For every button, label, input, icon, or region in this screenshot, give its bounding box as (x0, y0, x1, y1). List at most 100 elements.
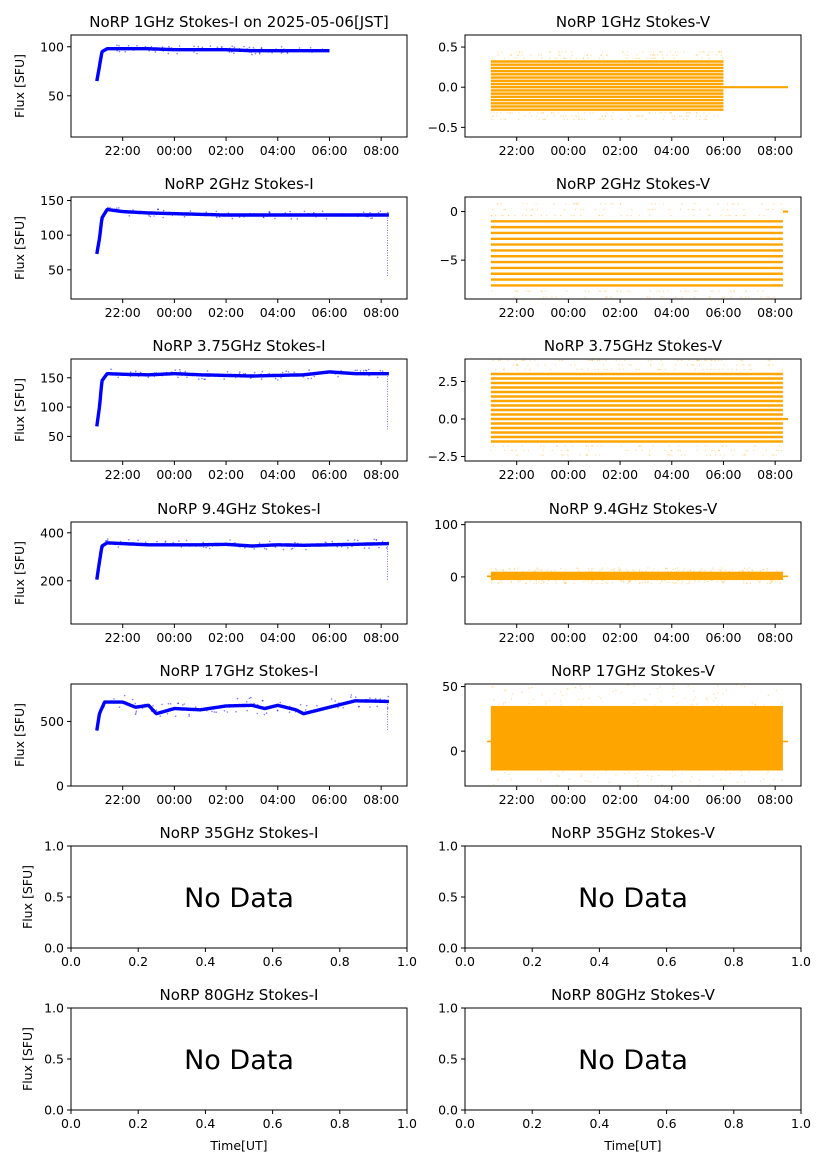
data-point (216, 543, 218, 546)
data-point (611, 582, 613, 584)
data-point (654, 208, 656, 211)
data-point (746, 582, 748, 585)
data-point (672, 568, 674, 571)
data-point (662, 203, 665, 205)
data-point (673, 115, 676, 117)
data-point (742, 454, 744, 456)
data-point (299, 704, 302, 706)
data-point (670, 449, 673, 452)
data-point (133, 542, 135, 544)
data-point (246, 701, 248, 703)
data-point (779, 302, 780, 303)
data-point (266, 50, 268, 53)
data-point (233, 46, 236, 48)
data-point (548, 51, 550, 53)
data-point (267, 375, 270, 378)
data-point (559, 700, 562, 702)
data-point (546, 583, 549, 585)
data-point (752, 789, 753, 790)
panel-3: 22:00 00:00 02:00 04:00 06:00 08:0050100150No… (12, 175, 408, 320)
data-point (718, 51, 720, 53)
data-point (530, 54, 532, 56)
data-point (517, 54, 519, 56)
data-point (649, 208, 651, 211)
data-point (605, 359, 607, 362)
data-point (209, 45, 212, 47)
data-point (657, 54, 659, 56)
data-point (698, 51, 700, 53)
data-point (353, 539, 356, 541)
data-point (710, 359, 712, 362)
data-point (253, 50, 255, 52)
data-point (664, 368, 667, 371)
data-point (154, 51, 157, 53)
data-point (252, 47, 255, 49)
data-point (141, 707, 144, 710)
data-point (618, 570, 620, 572)
data-point (223, 543, 226, 546)
data-point (738, 570, 741, 573)
data-point (710, 570, 712, 572)
data-point (615, 774, 617, 776)
x-tick-label: 0.0 (61, 1116, 81, 1131)
data-point (646, 296, 648, 298)
plot-area (95, 44, 331, 82)
y-tick-label: 50 (48, 262, 64, 277)
data-point (162, 216, 164, 219)
data-point (712, 789, 713, 790)
data-point (679, 115, 681, 117)
data-point (289, 705, 291, 708)
data-point (703, 51, 705, 53)
data-point (582, 788, 583, 789)
data-point (724, 296, 726, 298)
data-point (129, 375, 132, 378)
data-point (536, 115, 538, 117)
data-point (602, 57, 605, 59)
data-point (622, 580, 625, 582)
no-data-annotation: No Data (578, 1045, 688, 1076)
data-point (293, 545, 296, 548)
data-point (703, 118, 705, 121)
data-point (132, 49, 135, 51)
data-point (237, 50, 240, 52)
data-point (550, 570, 553, 572)
data-point (641, 449, 643, 452)
data-point (139, 371, 142, 374)
data-point (705, 118, 707, 121)
data-point (730, 449, 732, 452)
data-point (600, 118, 602, 121)
data-point (244, 547, 246, 549)
data-point (561, 359, 563, 362)
x-tick-label: 08:00 (757, 305, 793, 320)
data-point (385, 547, 388, 549)
data-point (535, 568, 537, 570)
data-point (772, 580, 774, 582)
data-point (514, 567, 516, 570)
x-tick-label: 0.8 (724, 1116, 744, 1131)
data-point (584, 296, 586, 298)
x-tick-label: 02:00 (208, 467, 244, 482)
data-point (570, 51, 572, 53)
plot-area (95, 206, 391, 277)
data-point (290, 218, 293, 220)
data-point (499, 359, 501, 362)
data-point (720, 51, 723, 53)
data-point (772, 778, 775, 781)
data-point (497, 704, 500, 706)
data-point (717, 203, 719, 205)
data-point (692, 704, 694, 706)
axes-frame (464, 196, 802, 300)
data-point (716, 54, 718, 56)
data-point (601, 569, 603, 571)
axes-frame (70, 34, 408, 138)
data-point (702, 302, 703, 303)
data-point (601, 579, 603, 582)
data-point (592, 580, 594, 582)
data-point (507, 680, 508, 681)
data-point (330, 698, 333, 700)
data-point (338, 702, 340, 704)
data-point (201, 46, 204, 49)
data-point (305, 704, 308, 707)
data-point (629, 290, 631, 292)
data-point (268, 51, 270, 53)
